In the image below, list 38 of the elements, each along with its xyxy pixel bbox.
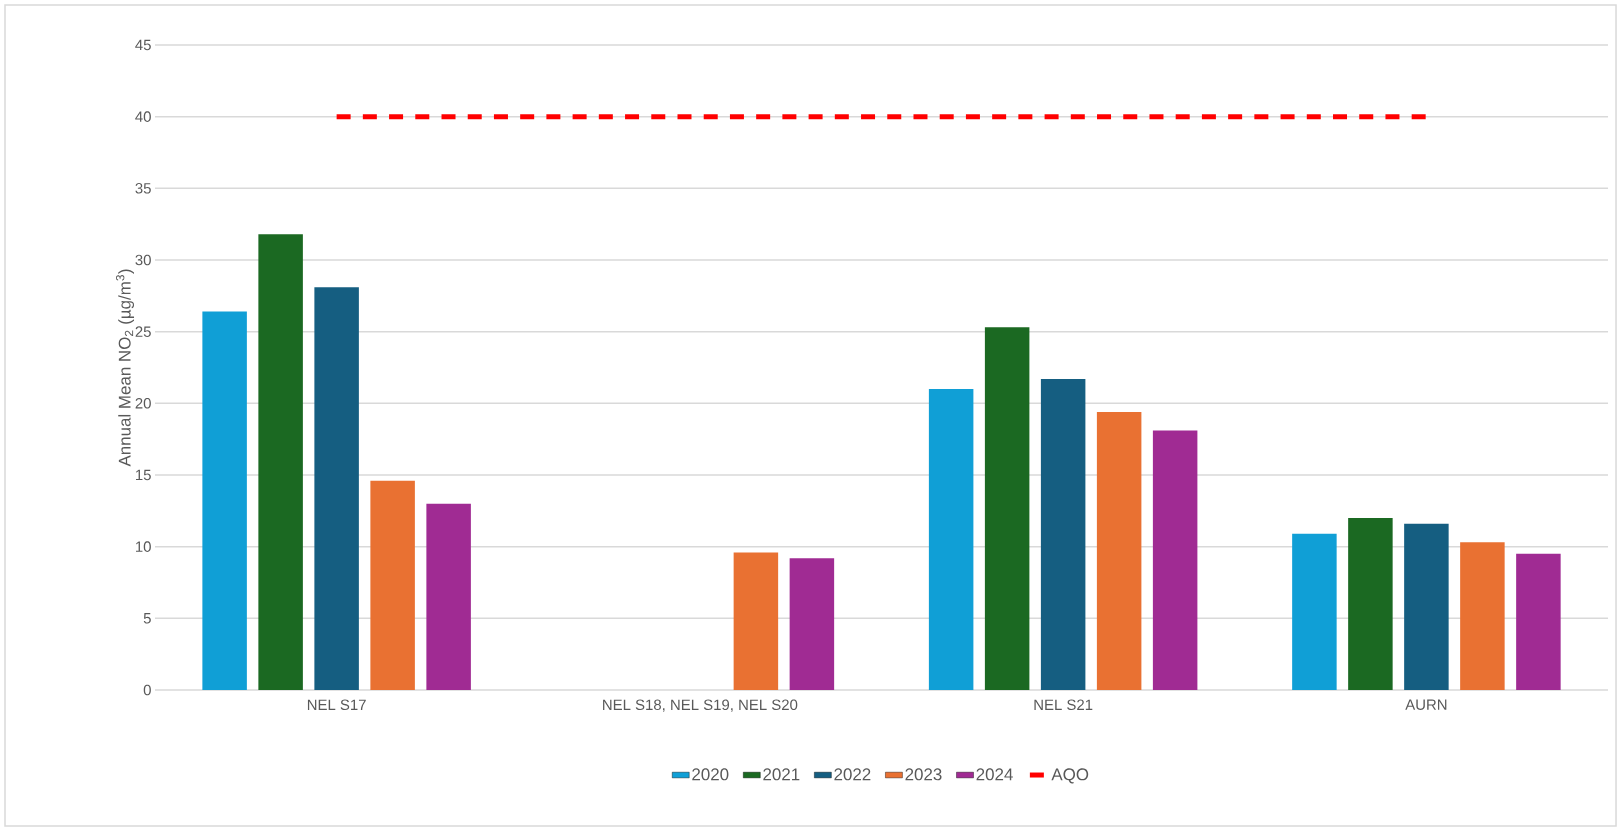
- x-tick-label: NEL S17: [307, 699, 366, 711]
- bar: [789, 558, 835, 690]
- bar: [1040, 378, 1086, 690]
- legend-label: 2022: [834, 768, 871, 781]
- legend-label: 2020: [692, 768, 729, 781]
- y-tick-label: 0: [143, 684, 151, 696]
- bar: [928, 388, 974, 690]
- legend-label: AQO: [1051, 768, 1089, 784]
- bar: [1404, 523, 1449, 690]
- legend-label: 2024: [976, 768, 1013, 781]
- bar: [202, 311, 247, 690]
- y-tick-label: 40: [135, 111, 151, 122]
- legend-label: 2023: [905, 768, 942, 781]
- y-tick-label: 20: [135, 398, 151, 409]
- y-tick-label: 45: [135, 39, 151, 51]
- bar: [1516, 553, 1561, 690]
- bar: [1096, 411, 1142, 690]
- x-tick-label: NEL S18, NEL S19, NEL S20: [603, 699, 798, 712]
- bar: [1348, 517, 1393, 690]
- x-tick-label: AURN: [1405, 699, 1447, 710]
- bar: [426, 503, 471, 690]
- bar: [370, 480, 415, 690]
- y-tick-label: 25: [135, 326, 151, 337]
- y-tick-label: 10: [136, 541, 151, 552]
- y-tick-label: 30: [135, 254, 151, 266]
- y-axis-title: Annual Mean NO$_{2}$ (µg/m$^{3}$): [115, 269, 135, 467]
- bar: [314, 287, 359, 690]
- bar: [1460, 542, 1505, 690]
- x-tick-label: NEL S21: [1034, 699, 1093, 711]
- bar: [258, 234, 303, 690]
- bar: [1152, 430, 1198, 690]
- y-tick-label: 35: [135, 183, 151, 194]
- y-tick-label: 5: [143, 613, 151, 624]
- bar: [984, 327, 1030, 690]
- bar: [1292, 533, 1337, 690]
- y-tick-label: 15: [136, 469, 151, 481]
- legend-label: 2021: [763, 768, 800, 781]
- bar: [733, 552, 779, 690]
